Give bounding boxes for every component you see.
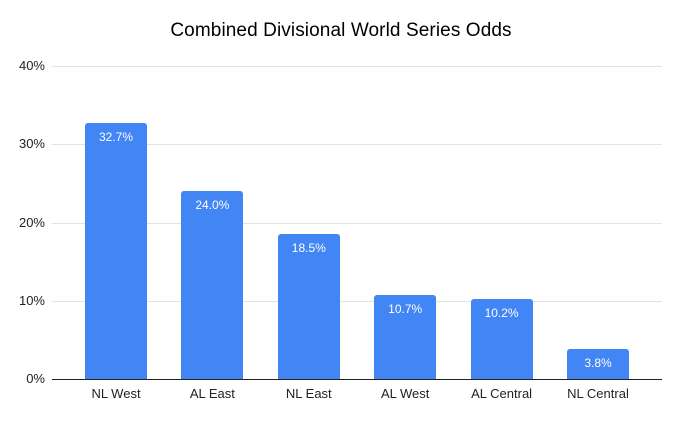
x-axis-label-nl-west: NL West: [91, 386, 141, 401]
y-tick-label-30: 30%: [18, 136, 45, 152]
gridline-20: [52, 222, 662, 224]
bar-value-label-nl-central: 3.8%: [584, 356, 612, 371]
x-axis-label-al-central: AL Central: [471, 386, 533, 401]
bar-value-label-al-central: 10.2%: [484, 306, 519, 321]
y-tick-label-10: 10%: [18, 292, 45, 308]
bar-nl-west: 32.7%: [85, 123, 147, 379]
x-axis-label-al-west: AL West: [380, 386, 430, 401]
y-tick-label-0: 0%: [26, 371, 45, 386]
y-tick-label-40: 40%: [18, 58, 45, 73]
y-tick-label-20: 20%: [18, 214, 45, 230]
x-axis-label-al-east: AL East: [189, 386, 235, 401]
x-axis-label-nl-central: NL Central: [567, 386, 629, 401]
bar-value-label-al-west: 10.7%: [388, 302, 423, 317]
bar-nl-central: 3.8%: [567, 349, 629, 379]
bar-value-label-nl-east: 18.5%: [291, 241, 326, 256]
bar-al-central: 10.2%: [470, 299, 533, 379]
chart-title: Combined Divisional World Series Odds: [170, 20, 512, 41]
bar-al-west: 10.7%: [374, 295, 437, 379]
x-axis-baseline: [52, 379, 662, 380]
gridline-40: [52, 66, 662, 67]
bar-value-label-nl-west: 32.7%: [98, 130, 134, 145]
bar-value-label-al-east: 24.0%: [195, 198, 230, 213]
gridline-10: [52, 300, 662, 302]
gridline-30: [52, 144, 662, 146]
bar-nl-east: 18.5%: [277, 234, 340, 379]
bar-al-east: 24.0%: [181, 191, 244, 379]
x-axis-label-nl-east: NL East: [285, 386, 332, 401]
plot-area: 0% 10% 20% 30% 40% 32.7% NL West 24.0% AL East 18…: [19, 59, 662, 401]
